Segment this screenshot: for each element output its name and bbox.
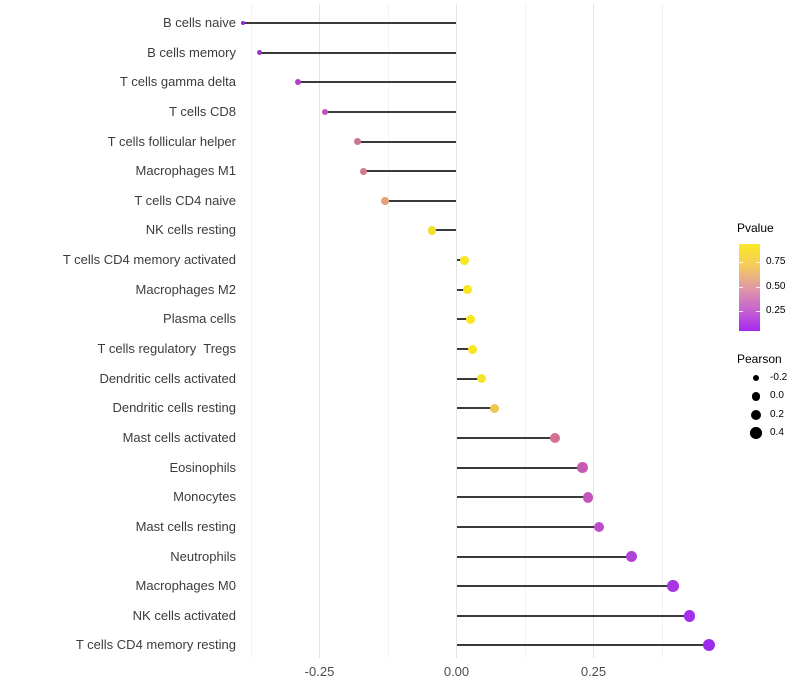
y-axis-label: NK cells activated <box>132 607 236 623</box>
pearson-legend-label: 0.2 <box>770 408 784 420</box>
y-axis-label: B cells naive <box>163 15 236 30</box>
lollipop-stem <box>456 288 468 291</box>
y-axis-label: Macrophages M1 <box>135 163 236 179</box>
lollipop-dot <box>240 20 246 26</box>
lollipop-stem <box>456 436 556 439</box>
pearson-legend-title: Pearson <box>737 352 782 366</box>
lollipop-dot <box>321 108 329 116</box>
y-axis-label: B cells memory <box>147 44 236 60</box>
pvalue-tick-label: 0.50 <box>766 280 786 292</box>
lollipop-dot <box>294 79 301 86</box>
lollipop-stem <box>456 348 473 351</box>
lollipop-stem <box>456 466 583 469</box>
lollipop-stem <box>456 377 482 380</box>
lollipop-stem <box>456 318 471 321</box>
pearson-legend-dot <box>750 427 762 439</box>
y-axis-label: Plasma cells <box>163 311 236 327</box>
y-axis-label: T cells CD4 naive <box>134 192 236 208</box>
y-axis-label: T cells regulatory Tregs <box>97 341 236 357</box>
pvalue-tick-mark <box>739 311 743 313</box>
lollipop-dot <box>354 138 362 146</box>
lollipop-stem <box>456 585 673 588</box>
pvalue-legend-title: Pvalue <box>737 221 774 235</box>
pearson-legend-dot <box>751 392 761 401</box>
lollipop-stem <box>242 22 457 24</box>
y-axis-label: T cells gamma delta <box>119 74 236 90</box>
pvalue-colorbar <box>739 244 760 331</box>
x-tick-label: 0.25 <box>580 664 607 679</box>
lollipop-stem <box>456 496 589 499</box>
y-axis-label: Mast cells activated <box>122 429 236 445</box>
y-axis-label: NK cells resting <box>145 222 236 238</box>
pearson-legend-label: 0.4 <box>770 427 784 439</box>
pvalue-tick-mark <box>739 262 743 264</box>
pvalue-tick-mark <box>756 286 760 288</box>
gridline-major <box>593 4 594 658</box>
lollipop-dot <box>462 285 472 295</box>
lollipop-dot <box>582 491 594 503</box>
pvalue-tick-mark <box>756 262 760 264</box>
gridline-major <box>456 4 457 658</box>
pearson-legend-label: -0.2 <box>770 372 788 383</box>
y-axis-label: Macrophages M0 <box>135 578 236 594</box>
y-axis-label: Monocytes <box>173 489 236 505</box>
lollipop-stem <box>297 81 457 84</box>
pvalue-tick-mark <box>739 286 743 288</box>
y-axis-label: Neutrophils <box>170 548 236 564</box>
lollipop-dot <box>476 374 486 384</box>
lollipop-dot <box>468 344 478 354</box>
lollipop-stem <box>456 644 709 647</box>
pearson-legend-dot <box>750 409 762 420</box>
y-axis-label: T cells CD4 memory activated <box>62 252 236 268</box>
x-tick-label: -0.25 <box>304 664 335 679</box>
lollipop-stem <box>357 140 457 143</box>
lollipop-stem <box>431 229 457 232</box>
lollipop-stem <box>324 110 457 113</box>
lollipop-stem <box>456 407 495 410</box>
lollipop-stem <box>456 555 632 558</box>
lollipop-dot <box>702 639 715 652</box>
lollipop-stem <box>456 614 690 617</box>
y-axis-label: T cells follicular helper <box>107 133 236 149</box>
y-axis-label: Dendritic cells activated <box>99 370 236 386</box>
lollipop-dot <box>460 255 470 265</box>
lollipop-stem <box>259 51 457 54</box>
x-tick-label: 0.00 <box>443 664 470 679</box>
pvalue-tick-label: 0.75 <box>766 256 786 268</box>
y-axis-label: Mast cells resting <box>135 518 236 534</box>
lollipop-dot <box>667 580 679 592</box>
pearson-legend-label: 0.0 <box>770 390 784 402</box>
lollipop-dot <box>359 167 367 175</box>
lollipop-stem <box>363 170 457 173</box>
lollipop-dot <box>490 403 500 413</box>
y-axis-label: Eosinophils <box>169 459 237 475</box>
lollipop-dot <box>626 550 638 563</box>
lollipop-dot <box>593 521 605 533</box>
gridline-minor <box>661 4 663 658</box>
pvalue-tick-label: 0.25 <box>766 305 786 317</box>
gridline-major <box>319 4 320 658</box>
lollipop-stem <box>456 525 599 528</box>
y-axis-label: T cells CD8 <box>169 103 236 119</box>
lollipop-dot <box>577 462 588 473</box>
lollipop-stem <box>385 199 457 202</box>
gridline-minor <box>387 4 389 658</box>
pearson-legend-dot <box>752 374 760 382</box>
y-axis-label: Macrophages M2 <box>135 281 236 297</box>
pvalue-tick-mark <box>756 311 760 313</box>
gridline-minor <box>524 4 526 658</box>
lollipop-dot <box>683 609 696 622</box>
lollipop-dot <box>427 226 437 235</box>
lollipop-dot <box>381 197 390 205</box>
gridline-minor <box>250 4 252 658</box>
lollipop-dot <box>550 432 561 444</box>
lollipop-dot <box>465 314 475 324</box>
y-axis-label: Dendritic cells resting <box>112 400 236 416</box>
y-axis-label: T cells CD4 memory resting <box>75 637 236 653</box>
lollipop-dot <box>256 50 262 56</box>
